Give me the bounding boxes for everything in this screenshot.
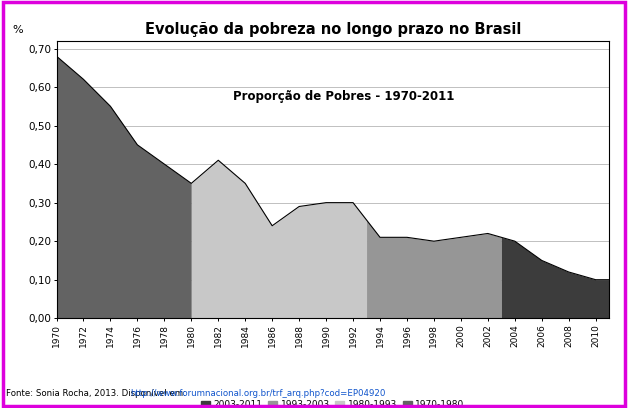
- Text: %: %: [13, 25, 23, 35]
- Text: http://www.forumnacional.org.br/trf_arq.php?cod=EP04920: http://www.forumnacional.org.br/trf_arq.…: [130, 389, 385, 398]
- Legend: 2003-2011, 1993-2003, 1980-1993, 1970-1980: 2003-2011, 1993-2003, 1980-1993, 1970-19…: [201, 400, 465, 408]
- Title: Evolução da pobreza no longo prazo no Brasil: Evolução da pobreza no longo prazo no Br…: [144, 22, 521, 37]
- Text: Fonte: Sonia Rocha, 2013. Disponível em:: Fonte: Sonia Rocha, 2013. Disponível em:: [6, 389, 189, 398]
- Text: Proporção de Pobres - 1970-2011: Proporção de Pobres - 1970-2011: [233, 90, 455, 103]
